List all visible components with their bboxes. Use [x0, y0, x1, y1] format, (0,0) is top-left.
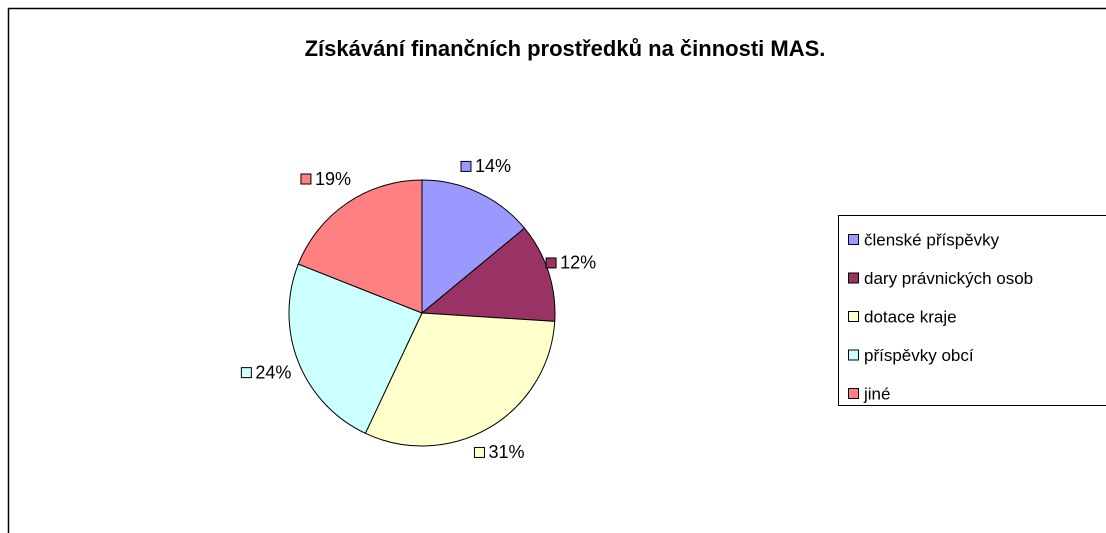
data-label: 12%: [560, 253, 596, 273]
label-key: [473, 446, 485, 458]
pie-slice: [421, 179, 526, 315]
legend-label: jiné: [863, 384, 890, 403]
data-label: 14%: [475, 156, 511, 176]
legend-label: příspěvky obcí: [864, 346, 974, 365]
legend-key: [848, 349, 859, 361]
legend-label: dotace kraje: [864, 307, 957, 326]
chart-title: Získávání finančních prostředků na činno…: [305, 36, 826, 61]
legend-key: [848, 311, 859, 322]
pie-slice: [420, 227, 556, 322]
data-label: 19%: [315, 169, 351, 189]
legend-box: [838, 215, 1106, 406]
legend-label: členské příspěvky: [864, 230, 1000, 249]
legend-key: [848, 234, 859, 245]
legend-key: [848, 388, 859, 399]
data-label: 24%: [255, 362, 291, 382]
data-label: 31%: [488, 442, 524, 462]
legend-label: dary právnických osob: [864, 269, 1033, 288]
pie-slice: [288, 263, 423, 435]
label-key: [460, 160, 472, 172]
legend-key: [848, 272, 859, 284]
label-key: [300, 173, 312, 185]
label-key: [240, 367, 252, 379]
pie-slice: [364, 312, 556, 447]
chart-frame: [7, 7, 1106, 533]
pie-slice: [297, 179, 423, 314]
label-key: [545, 257, 557, 269]
